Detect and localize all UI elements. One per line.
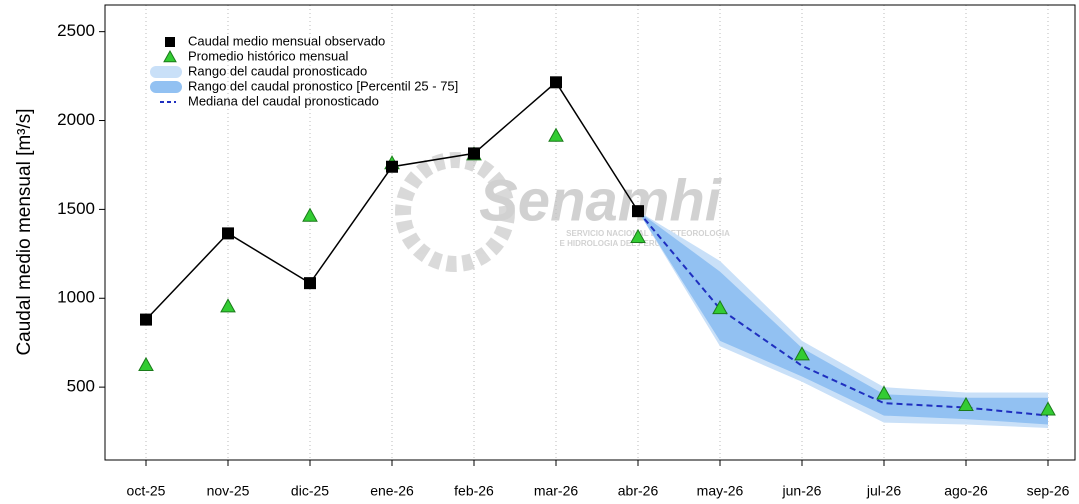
legend-marker xyxy=(150,66,182,78)
marker xyxy=(304,277,316,290)
legend-marker xyxy=(150,81,182,93)
x-tick-label: oct-25 xyxy=(127,483,166,499)
watermark-line: SERVICIO NACIONAL DE METEOROLOGIA xyxy=(566,229,730,238)
x-tick-label: may-26 xyxy=(697,483,744,499)
x-tick-label: abr-26 xyxy=(618,483,659,499)
x-tick-label: jul-26 xyxy=(866,483,901,499)
x-tick-label: ago-26 xyxy=(944,483,988,499)
x-tick-label: sep-26 xyxy=(1027,483,1070,499)
legend-label: Rango del caudal pronostico [Percentil 2… xyxy=(188,78,458,93)
legend-label: Rango del caudal pronosticado xyxy=(188,63,367,78)
legend-marker xyxy=(163,49,177,63)
y-tick-label: 2000 xyxy=(57,110,95,129)
x-tick-label: nov-25 xyxy=(207,483,250,499)
marker xyxy=(876,385,892,400)
y-tick-label: 1500 xyxy=(57,199,95,218)
marker xyxy=(548,127,564,142)
series-line xyxy=(637,210,1049,417)
x-tick-label: mar-26 xyxy=(534,483,579,499)
legend-label: Promedio histórico mensual xyxy=(188,48,349,63)
marker xyxy=(958,396,974,412)
marker xyxy=(632,205,644,218)
marker xyxy=(302,207,318,222)
marker xyxy=(794,346,810,361)
x-tick-label: feb-26 xyxy=(454,483,494,499)
y-tick-label: 2500 xyxy=(57,21,95,40)
marker xyxy=(712,300,728,315)
y-tick-label: 500 xyxy=(67,377,95,396)
marker xyxy=(140,313,152,326)
x-tick-label: jun-26 xyxy=(782,483,822,499)
legend-label: Mediana del caudal pronosticado xyxy=(188,93,379,108)
watermark-logo xyxy=(395,152,515,272)
marker xyxy=(630,228,646,244)
watermark-name: Senamhi xyxy=(479,168,723,233)
marker xyxy=(468,147,480,160)
watermark-line: E HIDROLOGIA DEL PERU xyxy=(560,239,661,248)
marker xyxy=(220,298,236,313)
marker xyxy=(222,227,234,240)
y-tick-label: 1000 xyxy=(57,288,95,307)
marker xyxy=(550,76,562,89)
x-tick-label: ene-26 xyxy=(370,483,414,499)
legend-marker xyxy=(165,37,175,47)
x-tick-label: dic-25 xyxy=(291,483,329,499)
marker xyxy=(386,160,398,173)
y-axis-label: Caudal medio mensual [m³/s] xyxy=(14,108,35,355)
plot-frame xyxy=(104,4,1076,461)
legend-label: Caudal medio mensual observado xyxy=(188,33,385,48)
marker xyxy=(1040,401,1056,416)
range-band xyxy=(638,211,1048,425)
marker xyxy=(138,356,154,372)
watermark: Senamhi SERVICIO NACIONAL DE METEOROLOGI… xyxy=(395,152,730,272)
